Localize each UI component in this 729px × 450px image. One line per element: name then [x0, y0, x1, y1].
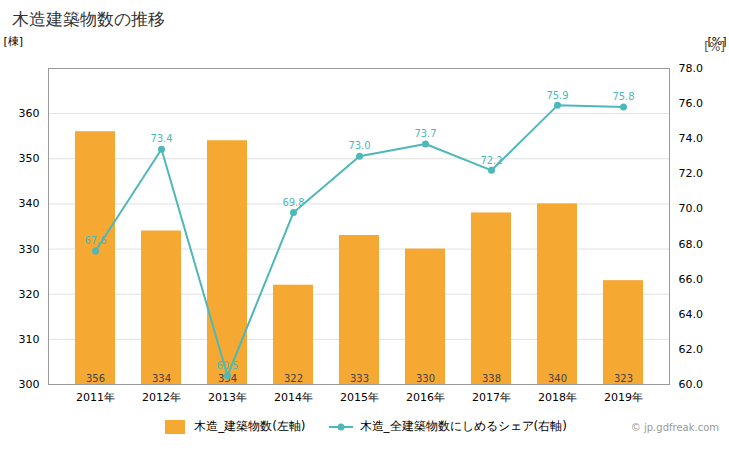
svg-text:[%]: [%]: [707, 35, 726, 48]
html-text:© jp.gdfreak.com: © jp.gdfreak.com: [630, 422, 719, 433]
svg-text:60.5: 60.5: [216, 360, 238, 371]
svg-text:322: 322: [284, 373, 303, 384]
svg-text:66.0: 66.0: [679, 273, 704, 286]
svg-text:72.2: 72.2: [480, 155, 502, 166]
svg-text:73.7: 73.7: [414, 128, 436, 139]
svg-text:2016年: 2016年: [406, 391, 445, 404]
svg-text:330: 330: [19, 243, 40, 256]
svg-text:334: 334: [152, 373, 171, 384]
svg-text:340: 340: [548, 373, 567, 384]
svg-text:64.0: 64.0: [679, 308, 704, 321]
svg-text:330: 330: [416, 373, 435, 384]
svg-text:323: 323: [614, 373, 633, 384]
html-text:木造_建築物数(左軸): 木造_建築物数(左軸): [194, 419, 306, 433]
svg-text:338: 338: [482, 373, 501, 384]
svg-text:356: 356: [86, 373, 105, 384]
svg-text:73.4: 73.4: [150, 133, 172, 144]
svg-text:2014年: 2014年: [274, 391, 313, 404]
svg-text:75.9: 75.9: [546, 90, 568, 101]
svg-text:310: 310: [19, 333, 40, 346]
svg-text:2019年: 2019年: [604, 391, 643, 404]
svg-text:333: 333: [350, 373, 369, 384]
svg-text:350: 350: [19, 152, 40, 165]
svg-text:[棟]: [棟]: [4, 35, 24, 48]
svg-text:60.0: 60.0: [679, 378, 704, 391]
svg-text:2013年: 2013年: [208, 391, 247, 404]
svg-text:354: 354: [218, 373, 237, 384]
svg-text:68.0: 68.0: [679, 238, 704, 251]
svg-text:300: 300: [19, 378, 40, 391]
svg-text:74.0: 74.0: [679, 132, 704, 145]
svg-text:2011年: 2011年: [76, 391, 115, 404]
svg-text:73.0: 73.0: [348, 140, 370, 151]
svg-text:2012年: 2012年: [142, 391, 181, 404]
svg-text:72.0: 72.0: [679, 167, 704, 180]
html-text:木造_全建築物数にしめるシェア(右軸): 木造_全建築物数にしめるシェア(右軸): [359, 419, 567, 433]
svg-text:360: 360: [19, 107, 40, 120]
svg-text:69.8: 69.8: [282, 197, 304, 208]
svg-text:75.8: 75.8: [612, 91, 634, 102]
svg-text:70.0: 70.0: [679, 202, 704, 215]
svg-text:62.0: 62.0: [679, 343, 704, 356]
svg-text:2018年: 2018年: [538, 391, 577, 404]
svg-text:2015年: 2015年: [340, 391, 379, 404]
html-text:木造建築物数の推移: 木造建築物数の推移: [12, 9, 165, 29]
svg-text:76.0: 76.0: [679, 97, 704, 110]
svg-text:320: 320: [19, 288, 40, 301]
svg-text:67.6: 67.6: [84, 235, 106, 246]
svg-text:2017年: 2017年: [472, 391, 511, 404]
svg-text:78.0: 78.0: [679, 62, 704, 75]
svg-text:340: 340: [19, 197, 40, 210]
